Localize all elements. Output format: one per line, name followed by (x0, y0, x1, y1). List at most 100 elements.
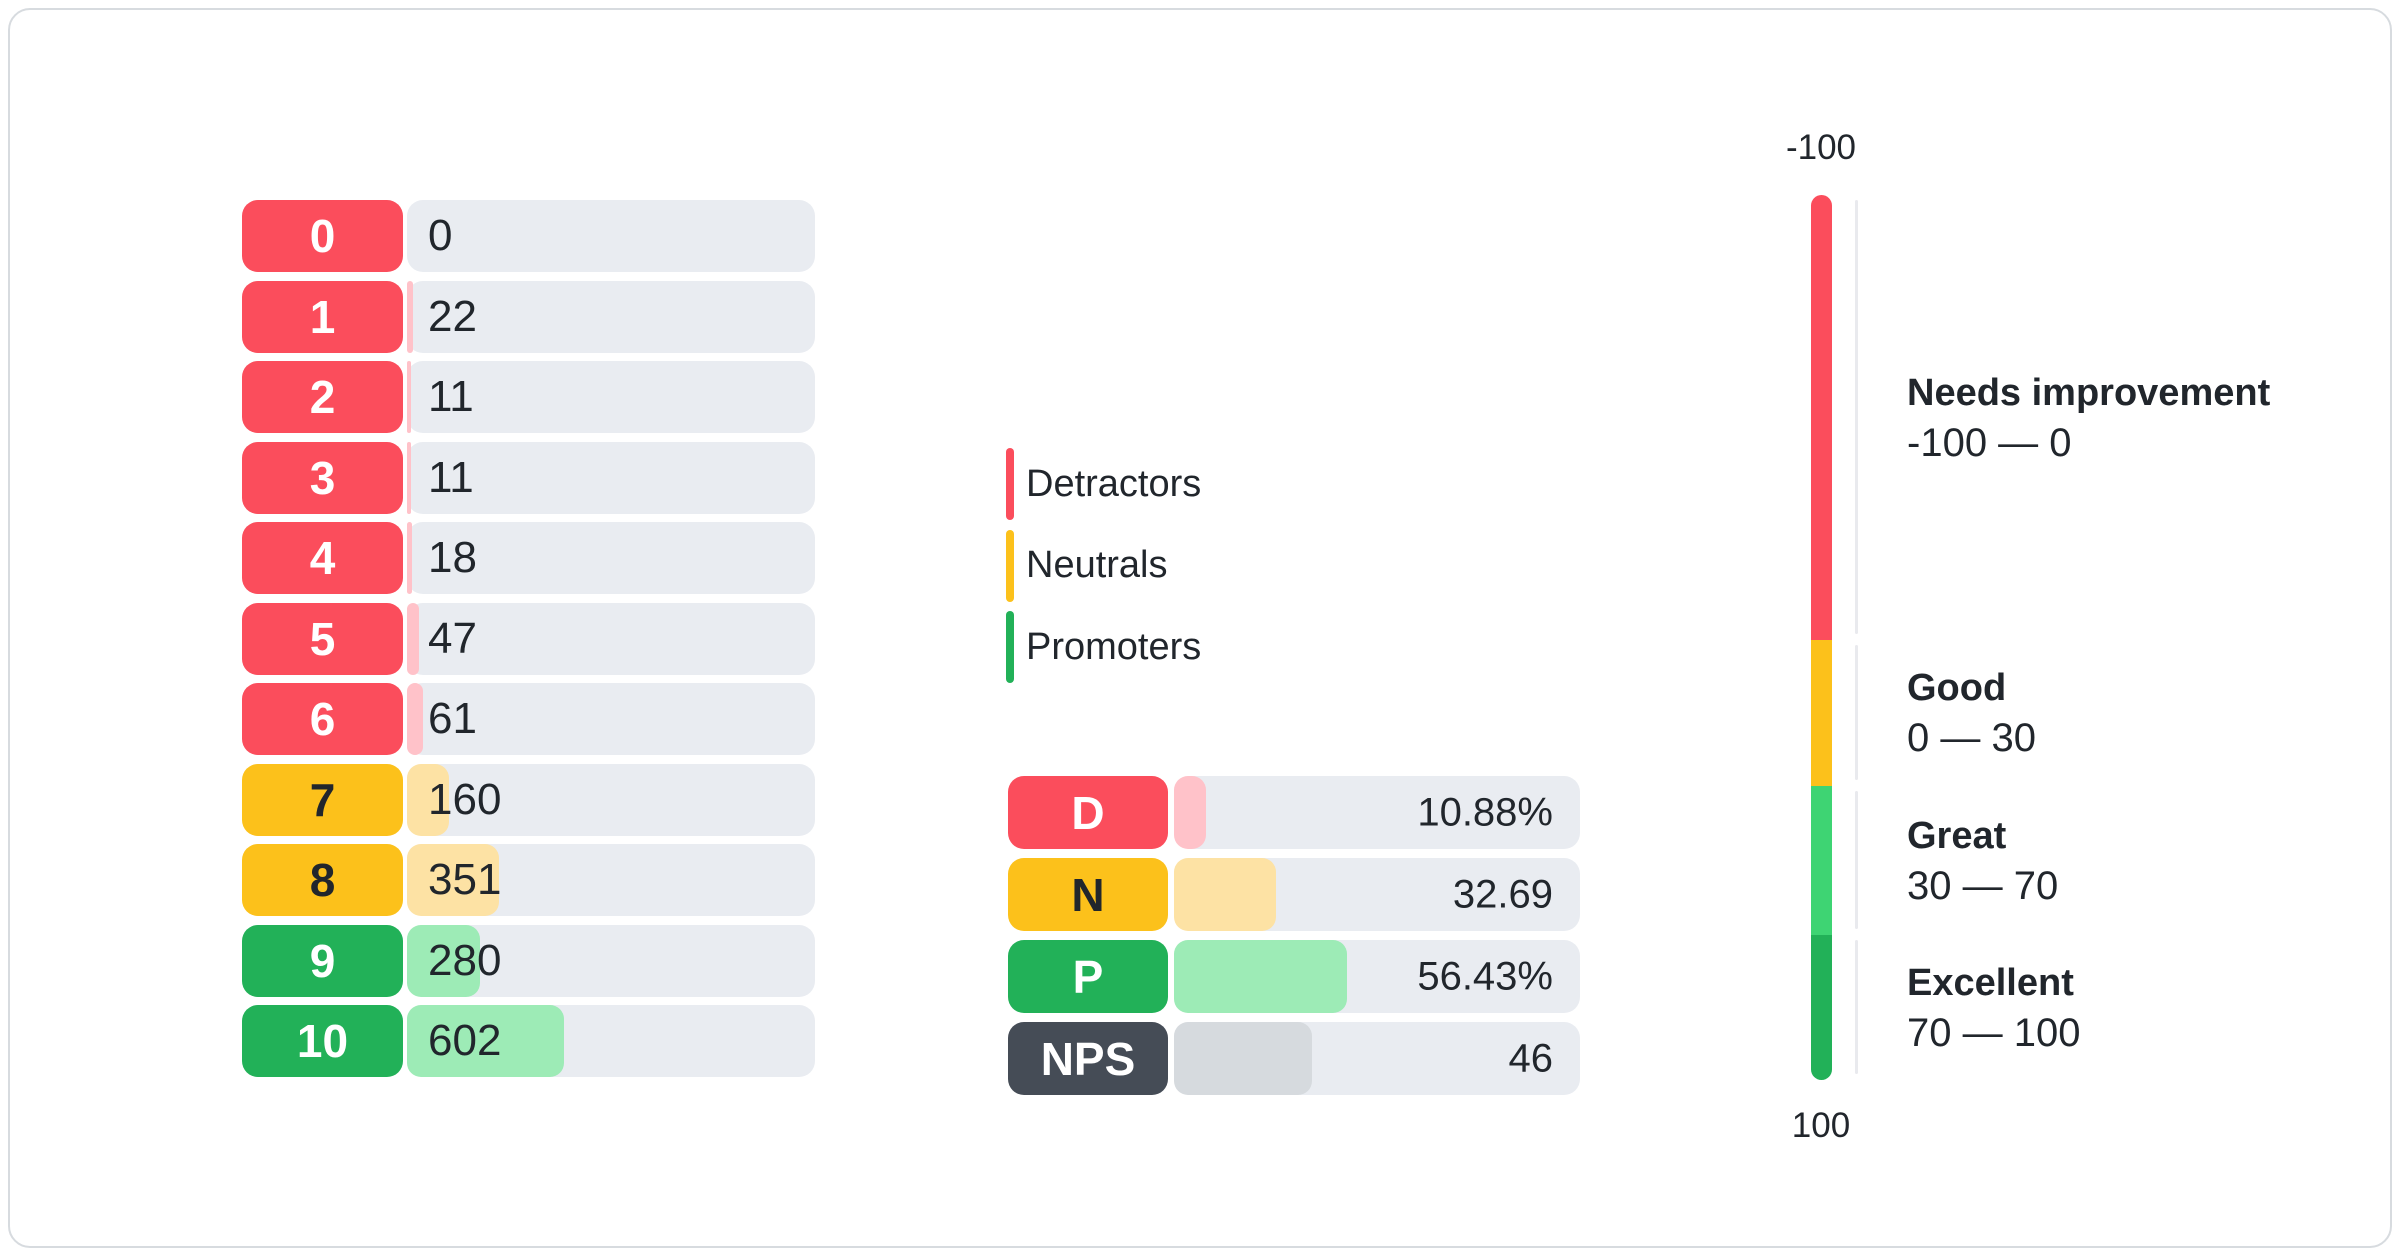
gauge-segment (1811, 935, 1832, 1080)
legend-tick (1006, 448, 1014, 520)
gauge-separator (1855, 645, 1858, 780)
score-track: 351 (407, 844, 815, 916)
gauge-zone-label: Good 0 — 30 (1907, 663, 2036, 763)
score-track: 280 (407, 924, 815, 997)
score-fill (407, 763, 449, 836)
score-count: 160 (428, 774, 502, 824)
score-pill: 9 (242, 924, 403, 997)
gauge-zone-name: Excellent (1907, 961, 2074, 1004)
score-track: 602 (407, 1005, 815, 1077)
score-pill: 4 (242, 522, 403, 594)
score-track: 18 (407, 522, 815, 594)
histogram-row: 1 22 (242, 280, 815, 353)
nps-summary-chart: D 10.88% N 32.69 P 56.43% NPS 46 (1008, 776, 1580, 1095)
score-fill (407, 924, 481, 997)
summary-track: 10.88% (1174, 776, 1580, 849)
score-pill: 2 (242, 361, 403, 433)
gauge-zone-range: 30 — 70 (1907, 863, 2059, 908)
score-fill (407, 361, 411, 433)
score-pill: 3 (242, 441, 403, 514)
score-fill (407, 1005, 565, 1077)
score-count: 47 (428, 613, 477, 663)
summary-pill: P (1008, 940, 1168, 1013)
score-track: 11 (407, 441, 815, 514)
score-count: 11 (428, 452, 474, 502)
score-pill: 7 (242, 763, 403, 836)
summary-row: D 10.88% (1008, 776, 1580, 849)
score-fill (407, 844, 499, 916)
summary-row: P 56.43% (1008, 940, 1580, 1013)
score-count: 602 (428, 1016, 502, 1065)
score-count: 0 (428, 211, 453, 260)
score-track: 160 (407, 763, 815, 836)
nps-dashboard-card: 0 0 1 22 2 11 3 11 4 18 5 47 (8, 8, 2392, 1248)
score-pill: 1 (242, 280, 403, 353)
score-pill: 5 (242, 602, 403, 675)
histogram-row: 2 11 (242, 361, 815, 433)
summary-pill: N (1008, 858, 1168, 931)
score-pill: 0 (242, 200, 403, 272)
score-count: 22 (428, 291, 477, 341)
gauge-separator (1855, 940, 1858, 1074)
legend-item[interactable]: Promoters (1006, 611, 1201, 683)
legend-item[interactable]: Neutrals (1006, 529, 1201, 602)
gauge-min-label: -100 (1785, 128, 1857, 167)
histogram-row: 8 351 (242, 844, 815, 916)
gauge-separator (1855, 200, 1858, 634)
summary-fill (1174, 1022, 1313, 1095)
score-pill: 10 (242, 1005, 403, 1077)
gauge-zone-name: Good (1907, 667, 2007, 709)
histogram-row: 0 0 (242, 200, 815, 272)
score-fill (407, 522, 412, 594)
summary-pill: D (1008, 776, 1168, 849)
summary-row: NPS 46 (1008, 1022, 1580, 1095)
score-fill (407, 683, 423, 755)
summary-value: 56.43% (1417, 954, 1553, 998)
summary-fill (1174, 940, 1347, 1013)
histogram-row: 4 18 (242, 522, 815, 594)
gauge-zone-range: 70 — 100 (1907, 1010, 2081, 1055)
score-fill (407, 602, 420, 675)
gauge-bar (1811, 195, 1832, 1080)
histogram-row: 9 280 (242, 924, 815, 997)
summary-fill (1174, 858, 1276, 931)
summary-track: 46 (1174, 1022, 1580, 1095)
legend-label: Promoters (1026, 625, 1202, 668)
histogram-row: 7 160 (242, 763, 815, 836)
score-fill (407, 441, 411, 514)
gauge-segment (1811, 786, 1832, 935)
score-fill (407, 280, 413, 353)
legend-item[interactable]: Detractors (1006, 448, 1201, 520)
gauge-segment (1811, 640, 1832, 786)
score-track: 47 (407, 602, 815, 675)
histogram-row: 10 602 (242, 1005, 815, 1077)
gauge-segment (1811, 195, 1832, 640)
summary-value: 32.69 (1452, 872, 1553, 916)
summary-row: N 32.69 (1008, 858, 1580, 931)
score-count: 11 (428, 372, 474, 421)
gauge-zone-name: Needs improvement (1907, 371, 2271, 414)
score-pill: 8 (242, 844, 403, 916)
summary-pill: NPS (1008, 1022, 1168, 1095)
legend-tick (1006, 611, 1014, 683)
score-count: 61 (428, 694, 477, 743)
score-distribution-chart: 0 0 1 22 2 11 3 11 4 18 5 47 (242, 200, 815, 1077)
legend-label: Neutrals (1026, 544, 1168, 586)
gauge-separator (1855, 791, 1858, 929)
gauge-zone-range: 0 — 30 (1907, 716, 2036, 760)
summary-track: 32.69 (1174, 858, 1580, 931)
gauge-zone-label: Needs improvement -100 — 0 (1907, 368, 2270, 468)
score-pill: 6 (242, 683, 403, 755)
legend-tick (1006, 529, 1014, 602)
legend-label: Detractors (1026, 462, 1202, 505)
score-track: 22 (407, 280, 815, 353)
histogram-row: 5 47 (242, 602, 815, 675)
summary-value: 46 (1508, 1036, 1554, 1080)
score-track: 0 (407, 200, 815, 272)
legend: Detractors Neutrals Promoters (1006, 448, 1201, 683)
histogram-row: 3 11 (242, 441, 815, 514)
gauge-zone-label: Excellent 70 — 100 (1907, 958, 2080, 1058)
gauge-zone-range: -100 — 0 (1907, 420, 2072, 465)
summary-value: 10.88% (1417, 790, 1553, 834)
score-track: 11 (407, 361, 815, 433)
